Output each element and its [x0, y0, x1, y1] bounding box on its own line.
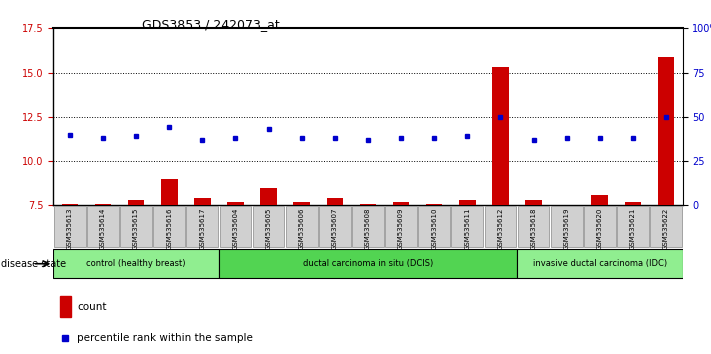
Bar: [592, 195, 608, 205]
Text: GDS3853 / 242073_at: GDS3853 / 242073_at: [142, 18, 280, 31]
FancyBboxPatch shape: [252, 206, 284, 247]
Bar: [228, 202, 244, 205]
FancyBboxPatch shape: [484, 206, 516, 247]
Text: GSM535621: GSM535621: [630, 207, 636, 250]
Text: GSM535617: GSM535617: [199, 207, 205, 250]
FancyBboxPatch shape: [186, 206, 218, 247]
FancyBboxPatch shape: [154, 206, 185, 247]
FancyBboxPatch shape: [319, 206, 351, 247]
FancyBboxPatch shape: [418, 206, 450, 247]
FancyBboxPatch shape: [584, 206, 616, 247]
Text: GSM535613: GSM535613: [67, 207, 73, 250]
Text: count: count: [77, 302, 107, 312]
FancyBboxPatch shape: [385, 206, 417, 247]
FancyBboxPatch shape: [650, 206, 682, 247]
Bar: [128, 200, 144, 205]
Text: GSM535616: GSM535616: [166, 207, 172, 250]
FancyBboxPatch shape: [518, 206, 550, 247]
Text: GSM535607: GSM535607: [332, 207, 338, 250]
Text: GSM535620: GSM535620: [597, 207, 603, 250]
FancyBboxPatch shape: [451, 206, 483, 247]
Bar: [95, 204, 112, 205]
FancyBboxPatch shape: [286, 206, 318, 247]
Bar: [492, 67, 508, 205]
FancyBboxPatch shape: [617, 206, 648, 247]
Bar: [360, 204, 376, 205]
Bar: [194, 198, 210, 205]
Text: GSM535612: GSM535612: [498, 207, 503, 250]
Text: GSM535611: GSM535611: [464, 207, 470, 250]
Text: GSM535609: GSM535609: [398, 207, 404, 250]
Bar: [426, 204, 442, 205]
Text: GSM535618: GSM535618: [530, 207, 537, 250]
Text: GSM535619: GSM535619: [564, 207, 570, 250]
Bar: [326, 198, 343, 205]
Text: ductal carcinoma in situ (DCIS): ductal carcinoma in situ (DCIS): [303, 259, 433, 268]
Bar: [62, 204, 78, 205]
FancyBboxPatch shape: [54, 206, 86, 247]
Bar: [525, 200, 542, 205]
Text: GSM535614: GSM535614: [100, 207, 106, 250]
FancyBboxPatch shape: [220, 206, 252, 247]
Bar: [294, 202, 310, 205]
Text: control (healthy breast): control (healthy breast): [86, 259, 186, 268]
FancyBboxPatch shape: [87, 206, 119, 247]
Bar: [658, 57, 674, 205]
FancyBboxPatch shape: [219, 249, 517, 278]
Text: GSM535610: GSM535610: [431, 207, 437, 250]
Text: GSM535615: GSM535615: [133, 207, 139, 250]
FancyBboxPatch shape: [352, 206, 384, 247]
Text: percentile rank within the sample: percentile rank within the sample: [77, 333, 253, 343]
Text: GSM535608: GSM535608: [365, 207, 371, 250]
Text: GSM535604: GSM535604: [232, 207, 238, 250]
Text: GSM535606: GSM535606: [299, 207, 305, 250]
Text: GSM535605: GSM535605: [266, 207, 272, 250]
Bar: [624, 202, 641, 205]
Bar: [392, 202, 410, 205]
Bar: [161, 179, 178, 205]
FancyBboxPatch shape: [120, 206, 152, 247]
Bar: [459, 200, 476, 205]
Bar: [260, 188, 277, 205]
FancyBboxPatch shape: [517, 249, 683, 278]
Text: GSM535622: GSM535622: [663, 207, 669, 250]
FancyBboxPatch shape: [551, 206, 582, 247]
FancyBboxPatch shape: [53, 249, 219, 278]
Text: disease state: disease state: [1, 259, 67, 269]
Bar: [60, 296, 71, 317]
Text: invasive ductal carcinoma (IDC): invasive ductal carcinoma (IDC): [533, 259, 667, 268]
